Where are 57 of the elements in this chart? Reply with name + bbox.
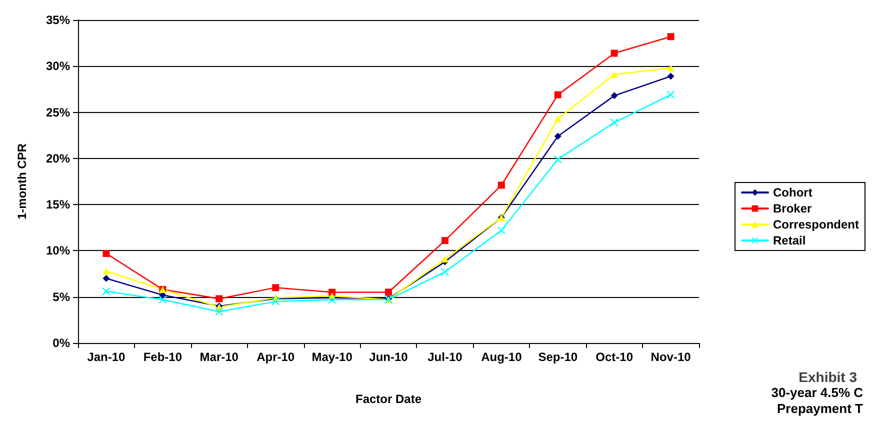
x-tick-label: Apr-10	[256, 350, 295, 364]
text: Prepayment T	[777, 401, 864, 416]
x-tick-label: Mar-10	[200, 350, 239, 364]
point	[216, 295, 223, 302]
legend-label: Cohort	[772, 186, 812, 200]
y-tick-label: 30%	[46, 59, 70, 74]
y-tick-label: 25%	[46, 105, 70, 120]
point	[102, 274, 110, 282]
y-axis-title: 1-month CPR	[15, 143, 29, 220]
point	[215, 308, 224, 316]
text: Exhibit 3	[798, 369, 858, 385]
x-tick-label: Jul-10	[428, 350, 463, 364]
point	[554, 132, 562, 140]
point	[610, 70, 618, 78]
point	[610, 92, 618, 100]
point	[328, 296, 336, 304]
point	[667, 72, 674, 80]
point	[102, 268, 110, 275]
x-tick-label: Feb-10	[143, 350, 182, 364]
y-tick-label: 10%	[46, 244, 70, 258]
legend-label: Correspondent	[772, 218, 860, 232]
point	[554, 115, 562, 122]
x-tick-label: Jun-10	[369, 350, 408, 364]
point	[102, 250, 110, 257]
point	[610, 50, 618, 57]
point	[667, 64, 674, 72]
point	[272, 284, 280, 292]
point	[498, 182, 505, 189]
point	[610, 118, 618, 126]
x-tick-label: May-10	[312, 350, 353, 364]
point	[102, 287, 110, 296]
legend-label: Broker	[772, 202, 812, 216]
x-tick-label: Jan-10	[87, 350, 126, 364]
x-axis-title: Factor Date	[355, 392, 422, 406]
x-tick-label: Nov-10	[650, 350, 692, 364]
y-tick-label: 35%	[46, 13, 70, 27]
point	[158, 296, 167, 304]
point	[441, 237, 448, 244]
y-tick-label: 20%	[46, 151, 70, 166]
y-tick-label: 5%	[52, 290, 70, 304]
point	[497, 226, 506, 234]
point	[667, 33, 674, 40]
point	[385, 288, 392, 296]
x-tick-label: Oct-10	[596, 350, 634, 364]
point	[328, 288, 336, 296]
point	[441, 256, 448, 263]
point	[554, 155, 562, 164]
y-tick-label: 0%	[52, 336, 70, 350]
point	[272, 297, 280, 306]
point	[554, 91, 562, 98]
y-tick-label: 15%	[46, 198, 70, 212]
text: 30-year 4.5% C	[771, 385, 864, 400]
x-tick-label: Sep-10	[538, 350, 578, 364]
x-tick-label: Aug-10	[481, 350, 522, 364]
legend-label: Retail	[772, 234, 806, 248]
point	[666, 90, 675, 99]
point	[440, 268, 449, 276]
